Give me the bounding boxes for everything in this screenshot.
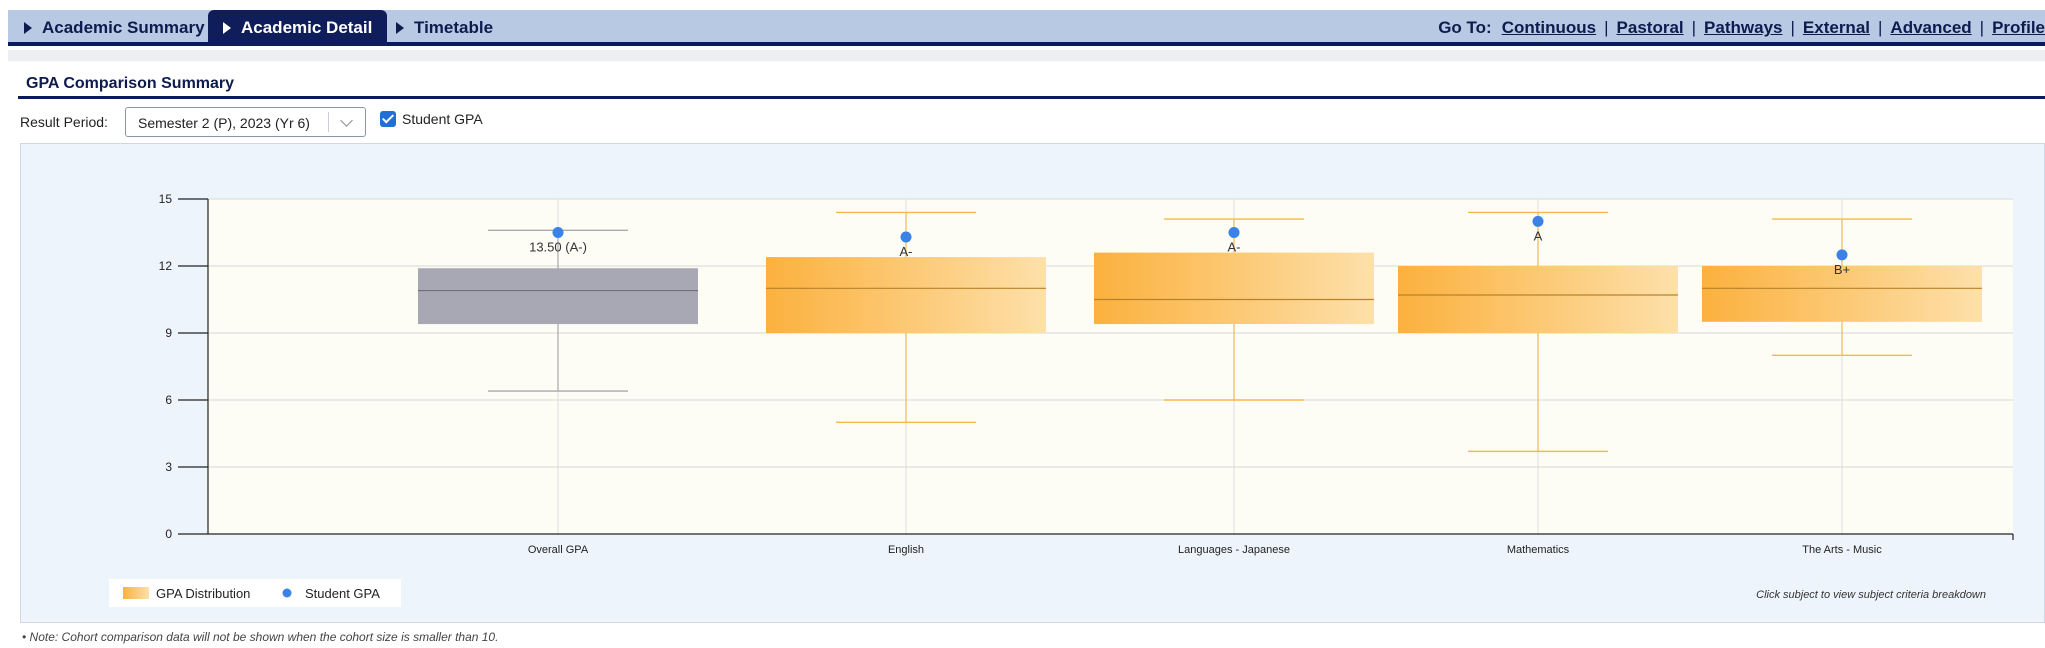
tab-label: Academic Detail (241, 18, 373, 37)
triangle-right-icon (223, 22, 231, 34)
separator: | (1790, 18, 1795, 37)
goto-label: Go To: (1438, 18, 1492, 37)
x-category-label: Languages - Japanese (1178, 544, 1290, 556)
x-category-label: English (888, 544, 924, 556)
section-divider (18, 96, 2045, 99)
student-gpa-label: A- (900, 244, 913, 259)
separator: | (1878, 18, 1883, 37)
y-tick-label: 15 (159, 192, 173, 206)
separator: | (1604, 18, 1609, 37)
box (1398, 266, 1678, 333)
student-gpa-point (900, 231, 912, 243)
boxplot-languages-japanese[interactable] (1094, 218, 1374, 401)
y-tick-label: 0 (165, 527, 172, 541)
student-gpa-point (552, 227, 564, 238)
legend-label-distribution: GPA Distribution (156, 586, 250, 601)
triangle-right-icon (396, 22, 404, 34)
box (1702, 266, 1982, 322)
select-divider (328, 112, 329, 132)
y-tick-label: 6 (165, 393, 172, 407)
x-category-label: The Arts - Music (1802, 544, 1882, 556)
legend-swatch-distribution (123, 587, 149, 599)
legend-label-student-gpa: Student GPA (305, 586, 380, 601)
student-gpa-checkbox-label[interactable]: Student GPA (402, 111, 483, 127)
student-gpa-label: A (1534, 228, 1543, 243)
student-gpa-point (1532, 215, 1544, 227)
student-gpa-point (1836, 249, 1848, 261)
section-title: GPA Comparison Summary (26, 75, 235, 92)
y-tick-label: 12 (159, 259, 173, 273)
gpa-boxplot-chart[interactable]: 0 3 6 9 12 15 13.50 (A-) A- A- A B+ Overall GPA Engl… (21, 144, 2044, 622)
goto-link-profile[interactable]: Profile (1992, 18, 2045, 37)
result-period-label: Result Period: (20, 114, 108, 130)
student-gpa-checkbox[interactable] (380, 111, 396, 127)
chart-legend: GPA Distribution Student GPA (109, 579, 401, 607)
chevron-down-icon (340, 114, 353, 127)
student-gpa-label: 13.50 (A-) (529, 240, 587, 255)
separator: | (1691, 18, 1697, 37)
separator: | (1979, 18, 1985, 37)
student-gpa-point (1228, 227, 1240, 238)
legend-background (109, 579, 401, 607)
tab-label: Timetable (414, 18, 494, 37)
goto-nav: Go To: Continuous | Pastoral | Pathways … (1438, 10, 2045, 46)
legend-swatch-student-gpa (282, 588, 292, 598)
goto-link-continuous[interactable]: Continuous (1501, 18, 1597, 37)
tab-academic-detail[interactable]: Academic Detail (208, 10, 388, 46)
goto-link-pastoral[interactable]: Pastoral (1616, 18, 1684, 37)
student-gpa-label: A- (1228, 240, 1241, 255)
y-tick-label: 3 (165, 460, 172, 474)
tab-timetable[interactable]: Timetable (396, 10, 493, 46)
goto-link-pathways[interactable]: Pathways (1704, 18, 1783, 37)
chart-annotation: Click subject to view subject criteria b… (1756, 589, 1986, 601)
tab-academic-summary[interactable]: Academic Summary (24, 10, 205, 46)
goto-link-external[interactable]: External (1802, 18, 1870, 37)
boxplot-english[interactable] (766, 211, 1046, 424)
boxplot-overall-gpa[interactable] (418, 229, 698, 392)
x-category-label: Mathematics (1507, 544, 1570, 556)
boxplot-the-arts-music[interactable] (1702, 218, 1982, 357)
result-period-value: Semester 2 (P), 2023 (Yr 6) (138, 115, 310, 131)
box (1094, 252, 1374, 325)
plot-area (208, 199, 2013, 534)
footnote: • Note: Cohort comparison data will not … (22, 630, 499, 644)
result-period-select[interactable]: Semester 2 (P), 2023 (Yr 6) (125, 107, 366, 137)
triangle-right-icon (24, 22, 32, 34)
student-gpa-label: B+ (1834, 262, 1850, 277)
gpa-chart-container: 0 3 6 9 12 15 13.50 (A-) A- A- A B+ Overall GPA Engl… (20, 143, 2045, 623)
boxplot-mathematics[interactable] (1398, 211, 1678, 453)
tab-bar: Academic Summary Academic Detail Timetab… (8, 10, 2045, 46)
x-category-label: Overall GPA (528, 544, 589, 556)
box (418, 268, 698, 325)
goto-link-advanced[interactable]: Advanced (1890, 18, 1972, 37)
y-tick-label: 9 (165, 326, 172, 340)
box (766, 257, 1046, 333)
tab-label: Academic Summary (42, 18, 205, 37)
